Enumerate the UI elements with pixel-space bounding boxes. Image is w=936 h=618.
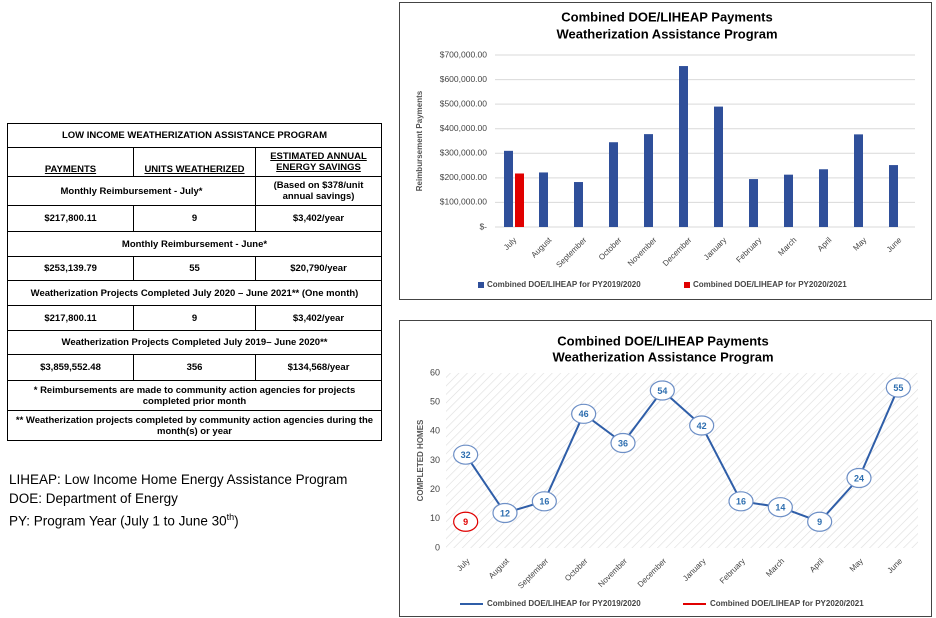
- legend-label: Combined DOE/LIHEAP for PY2019/2020: [487, 280, 641, 289]
- plot-area: [446, 373, 918, 548]
- point: [453, 511, 479, 532]
- point: [531, 491, 557, 512]
- legend-label: Combined DOE/LIHEAP for PY2020/2021: [693, 280, 847, 289]
- point: [453, 444, 479, 465]
- data-label: 46: [579, 409, 589, 419]
- note-tail: ): [234, 513, 239, 529]
- y-tick-label: $400,000.00: [440, 123, 488, 133]
- cell: 55: [133, 256, 256, 281]
- y-tick-label: $-: [479, 221, 487, 231]
- y-tick-label: $600,000.00: [440, 74, 488, 84]
- bar: [539, 172, 548, 227]
- chart-title: Combined DOE/LIHEAP Payments: [557, 333, 768, 348]
- note-text: PY: Program Year (July 1 to June 30: [9, 513, 227, 529]
- data-label: 16: [736, 497, 746, 507]
- data-label: 12: [500, 508, 510, 518]
- y-tick-label: $300,000.00: [440, 148, 488, 158]
- y-axis-label: Reimbursement Payments: [415, 90, 424, 191]
- legend-label: Combined DOE/LIHEAP for PY2020/2021: [710, 599, 864, 608]
- data-label: 36: [618, 438, 628, 448]
- bar: [574, 182, 583, 227]
- y-axis-label: COMPLETED HOMES: [416, 419, 425, 501]
- data-label: 24: [854, 473, 864, 483]
- chart-subtitle: Weatherization Assistance Program: [552, 349, 773, 364]
- y-tick-label: 10: [430, 513, 440, 523]
- legend-swatch: [684, 282, 690, 288]
- y-tick-label: $700,000.00: [440, 49, 488, 59]
- data-label: 32: [461, 450, 471, 460]
- cell: 356: [133, 354, 256, 381]
- legend-swatch: [478, 282, 484, 288]
- y-tick-label: 50: [430, 397, 440, 407]
- cell: $3,402/year: [255, 305, 382, 331]
- notes: LIHEAP: Low Income Home Energy Assistanc…: [9, 471, 347, 531]
- note-sup: th: [226, 512, 235, 522]
- cell: 9: [133, 305, 256, 331]
- bar: [819, 169, 828, 227]
- data-label: 54: [657, 386, 667, 396]
- data-label: 14: [775, 503, 785, 513]
- section-label: Weatherization Projects Completed July 2…: [7, 330, 382, 355]
- cell: $217,800.11: [7, 305, 134, 331]
- y-tick-label: $500,000.00: [440, 98, 488, 108]
- point: [767, 497, 793, 518]
- y-tick-label: $200,000.00: [440, 172, 488, 182]
- section-label: Monthly Reimbursement - July*: [7, 176, 256, 206]
- y-tick-label: 30: [430, 455, 440, 465]
- summary-table: LOW INCOME WEATHERIZATION ASSISTANCE PRO…: [7, 123, 382, 441]
- bar: [854, 134, 863, 227]
- data-label: 55: [893, 383, 903, 393]
- chart-frame: [399, 2, 932, 300]
- y-tick-label: 0: [435, 542, 440, 552]
- point: [846, 467, 872, 489]
- y-tick-label: 20: [430, 484, 440, 494]
- data-label: 16: [539, 497, 549, 507]
- data-label: 9: [817, 517, 822, 527]
- bar: [889, 165, 898, 227]
- note: DOE: Department of Energy: [9, 490, 178, 506]
- bar: [515, 173, 524, 227]
- bar: [714, 106, 723, 227]
- footnote: ** Weatherization projects completed by …: [7, 410, 382, 441]
- bar: [679, 66, 688, 227]
- bar: [609, 142, 618, 227]
- point: [610, 432, 636, 454]
- point: [689, 415, 715, 436]
- point: [492, 502, 518, 524]
- section-label: Weatherization Projects Completed July 2…: [7, 280, 382, 306]
- bar: [749, 179, 758, 227]
- note: PY: Program Year (July 1 to June 30th): [9, 508, 347, 531]
- chart-title: Combined DOE/LIHEAP Payments: [561, 9, 772, 24]
- section-label: Monthly Reimbursement - June*: [7, 231, 382, 257]
- y-tick-label: 60: [430, 367, 440, 377]
- bar: [504, 150, 513, 227]
- point: [649, 380, 675, 401]
- legend-label: Combined DOE/LIHEAP for PY2019/2020: [487, 599, 641, 608]
- data-label: 9: [463, 517, 468, 527]
- bar: [644, 134, 653, 227]
- cell: 9: [133, 205, 256, 232]
- point: [885, 377, 911, 398]
- footnote: * Reimbursements are made to community a…: [7, 380, 382, 411]
- y-tick-label: $100,000.00: [440, 197, 488, 207]
- point: [728, 491, 754, 512]
- chart-subtitle: Weatherization Assistance Program: [556, 26, 777, 41]
- data-label: 42: [697, 421, 707, 431]
- note: LIHEAP: Low Income Home Energy Assistanc…: [9, 472, 348, 487]
- point: [571, 403, 597, 424]
- y-tick-label: 40: [430, 426, 440, 436]
- bar: [784, 174, 793, 227]
- cell: $3,859,552.48: [7, 354, 134, 381]
- point: [807, 511, 833, 532]
